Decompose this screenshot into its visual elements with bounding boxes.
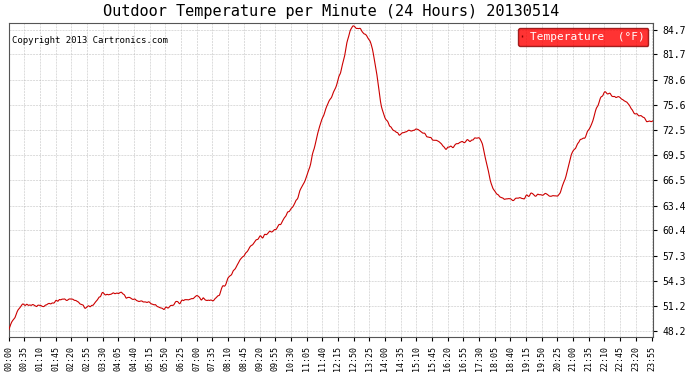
Title: Outdoor Temperature per Minute (24 Hours) 20130514: Outdoor Temperature per Minute (24 Hours… [103,4,559,19]
Text: Copyright 2013 Cartronics.com: Copyright 2013 Cartronics.com [12,36,168,45]
Legend: Temperature  (°F): Temperature (°F) [518,28,649,46]
